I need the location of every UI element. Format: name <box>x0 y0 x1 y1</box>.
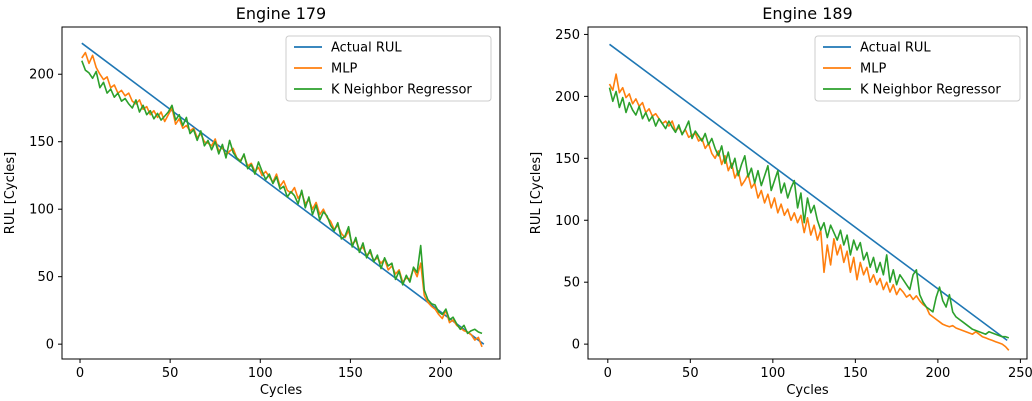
y-tick-label: 200 <box>555 90 580 105</box>
series-group <box>608 43 1010 351</box>
legend: Actual RUL MLP K Neighbor Regressor <box>285 35 492 102</box>
y-tick-label: 100 <box>555 214 580 229</box>
y-tick-label: 200 <box>29 68 54 83</box>
y-tick-label: 150 <box>29 135 54 150</box>
x-tick-label: 250 <box>1008 366 1032 381</box>
x-axis-label: Cycles <box>786 383 829 398</box>
x-tick-label: 200 <box>428 366 453 381</box>
series-line-mlp <box>608 73 1010 351</box>
series-group <box>81 42 485 348</box>
chart-title: Engine 189 <box>762 4 852 23</box>
y-axis-label: RUL [Cycles] <box>529 152 544 234</box>
legend-label: K Neighbor Regressor <box>860 83 1001 98</box>
legend-label: K Neighbor Regressor <box>331 83 472 98</box>
y-tick-label: 50 <box>37 270 54 285</box>
series-line-k-neighbor-regressor <box>608 87 1010 339</box>
x-tick-label: 100 <box>760 366 785 381</box>
x-tick-label: 50 <box>682 366 699 381</box>
y-axis-label: RUL [Cycles] <box>3 152 18 234</box>
x-tick-label: 0 <box>604 366 612 381</box>
x-tick-label: 50 <box>162 366 179 381</box>
y-tick-label: 150 <box>555 152 580 167</box>
series-line-mlp <box>81 51 483 348</box>
subplot-engine-189: Engine 189 0 50 100 150 200 250 0 50 100 150 200 250… <box>529 4 1032 398</box>
legend-label: MLP <box>860 62 886 77</box>
axes-frame <box>587 26 1028 360</box>
legend-label: Actual RUL <box>331 41 402 56</box>
y-tick-label: 100 <box>29 203 54 218</box>
chart-title: Engine 179 <box>236 4 326 23</box>
y-tick-label: 0 <box>572 338 580 353</box>
legend-box <box>814 35 1021 102</box>
legend: Actual RUL MLP K Neighbor Regressor <box>814 35 1021 102</box>
x-tick-label: 150 <box>338 366 363 381</box>
y-tick-label: 250 <box>555 28 580 43</box>
x-tick-label: 200 <box>925 366 950 381</box>
series-line-k-neighbor-regressor <box>81 60 483 335</box>
x-axis-label: Cycles <box>260 383 303 398</box>
x-tick-label: 100 <box>248 366 273 381</box>
y-tick-label: 50 <box>563 276 580 291</box>
y-tick-label: 0 <box>46 338 54 353</box>
legend-box <box>285 35 492 102</box>
legend-label: MLP <box>331 62 357 77</box>
axes-frame <box>61 26 501 360</box>
subplot-engine-179: Engine 179 0 50 100 150 200 0 50 100 150 200 Cycles… <box>3 4 501 398</box>
series-line-actual-rul <box>81 42 485 345</box>
legend-label: Actual RUL <box>860 41 931 56</box>
x-tick-label: 0 <box>76 366 84 381</box>
x-tick-label: 150 <box>843 366 868 381</box>
